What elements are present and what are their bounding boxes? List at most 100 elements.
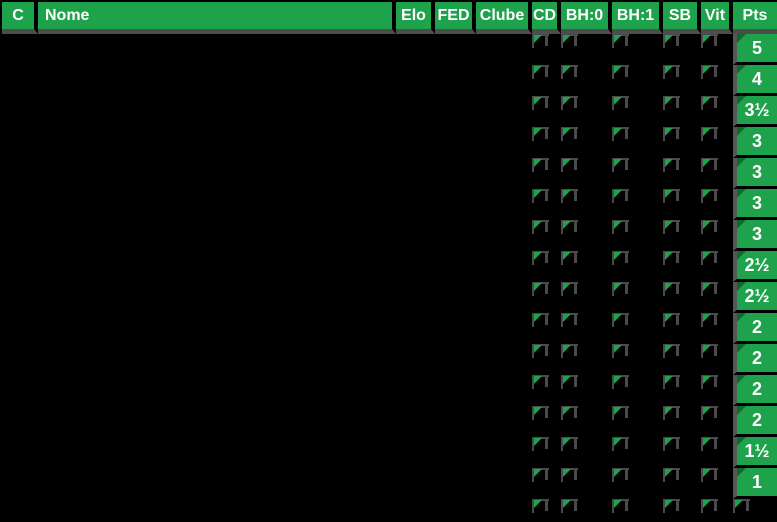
cell-sb-row11[interactable] xyxy=(663,344,701,375)
cell-elo-row6[interactable] xyxy=(396,189,435,220)
cell-cd-row6[interactable] xyxy=(532,189,561,220)
cell-bh1-row9[interactable] xyxy=(612,282,663,313)
col-header-elo[interactable]: Elo xyxy=(396,2,435,34)
cell-nome-row13[interactable] xyxy=(38,406,396,437)
pts-cell-row1[interactable]: 5 xyxy=(733,34,777,65)
cell-elo-row9[interactable] xyxy=(396,282,435,313)
cell-elo-row5[interactable] xyxy=(396,158,435,189)
cell-vit-row5[interactable] xyxy=(701,158,733,189)
cell-bh0-row9[interactable] xyxy=(561,282,612,313)
cell-elo-row16[interactable] xyxy=(396,499,435,522)
cell-c-row1[interactable] xyxy=(2,34,38,65)
cell-nome-row4[interactable] xyxy=(38,127,396,158)
cell-vit-row15[interactable] xyxy=(701,468,733,499)
cell-bh0-row3[interactable] xyxy=(561,96,612,127)
cell-cd-row12[interactable] xyxy=(532,375,561,406)
cell-clube-row10[interactable] xyxy=(476,313,532,344)
cell-cd-row7[interactable] xyxy=(532,220,561,251)
cell-clube-row4[interactable] xyxy=(476,127,532,158)
cell-elo-row4[interactable] xyxy=(396,127,435,158)
cell-cd-row1[interactable] xyxy=(532,34,561,65)
cell-vit-row7[interactable] xyxy=(701,220,733,251)
cell-bh1-row1[interactable] xyxy=(612,34,663,65)
pts-cell-row2[interactable]: 4 xyxy=(733,65,777,96)
cell-c-row7[interactable] xyxy=(2,220,38,251)
cell-fed-row8[interactable] xyxy=(435,251,476,282)
cell-bh0-row7[interactable] xyxy=(561,220,612,251)
cell-nome-row3[interactable] xyxy=(38,96,396,127)
cell-bh1-row14[interactable] xyxy=(612,437,663,468)
cell-bh0-row12[interactable] xyxy=(561,375,612,406)
cell-nome-row11[interactable] xyxy=(38,344,396,375)
col-header-fed[interactable]: FED xyxy=(435,2,476,34)
cell-bh1-row8[interactable] xyxy=(612,251,663,282)
cell-elo-row11[interactable] xyxy=(396,344,435,375)
cell-c-row8[interactable] xyxy=(2,251,38,282)
cell-sb-row1[interactable] xyxy=(663,34,701,65)
cell-vit-row12[interactable] xyxy=(701,375,733,406)
cell-sb-row7[interactable] xyxy=(663,220,701,251)
cell-c-row6[interactable] xyxy=(2,189,38,220)
pts-cell-row9[interactable]: 2½ xyxy=(733,282,777,313)
cell-clube-row3[interactable] xyxy=(476,96,532,127)
col-header-c[interactable]: C xyxy=(2,2,38,34)
cell-sb-row4[interactable] xyxy=(663,127,701,158)
col-header-bh0[interactable]: BH:0 xyxy=(561,2,612,34)
cell-cd-row4[interactable] xyxy=(532,127,561,158)
cell-elo-row13[interactable] xyxy=(396,406,435,437)
cell-clube-row7[interactable] xyxy=(476,220,532,251)
cell-fed-row4[interactable] xyxy=(435,127,476,158)
cell-clube-row11[interactable] xyxy=(476,344,532,375)
cell-bh1-row4[interactable] xyxy=(612,127,663,158)
cell-cd-row2[interactable] xyxy=(532,65,561,96)
cell-nome-row15[interactable] xyxy=(38,468,396,499)
cell-c-row4[interactable] xyxy=(2,127,38,158)
cell-bh0-row8[interactable] xyxy=(561,251,612,282)
cell-c-row10[interactable] xyxy=(2,313,38,344)
cell-cd-row5[interactable] xyxy=(532,158,561,189)
cell-vit-row2[interactable] xyxy=(701,65,733,96)
cell-fed-row2[interactable] xyxy=(435,65,476,96)
cell-nome-row14[interactable] xyxy=(38,437,396,468)
pts-cell-row13[interactable]: 2 xyxy=(733,406,777,437)
cell-bh0-row5[interactable] xyxy=(561,158,612,189)
cell-sb-row8[interactable] xyxy=(663,251,701,282)
cell-sb-row10[interactable] xyxy=(663,313,701,344)
cell-fed-row1[interactable] xyxy=(435,34,476,65)
cell-fed-row7[interactable] xyxy=(435,220,476,251)
cell-fed-row10[interactable] xyxy=(435,313,476,344)
cell-nome-row12[interactable] xyxy=(38,375,396,406)
cell-bh0-row6[interactable] xyxy=(561,189,612,220)
cell-elo-row10[interactable] xyxy=(396,313,435,344)
pts-cell-row15[interactable]: 1 xyxy=(733,468,777,499)
cell-c-row16[interactable] xyxy=(2,499,38,522)
cell-bh1-row15[interactable] xyxy=(612,468,663,499)
cell-fed-row12[interactable] xyxy=(435,375,476,406)
col-header-cd[interactable]: CD xyxy=(532,2,561,34)
cell-c-row2[interactable] xyxy=(2,65,38,96)
cell-cd-row15[interactable] xyxy=(532,468,561,499)
cell-bh1-row5[interactable] xyxy=(612,158,663,189)
cell-bh1-row6[interactable] xyxy=(612,189,663,220)
cell-nome-row2[interactable] xyxy=(38,65,396,96)
cell-c-row9[interactable] xyxy=(2,282,38,313)
cell-bh0-row14[interactable] xyxy=(561,437,612,468)
cell-nome-row5[interactable] xyxy=(38,158,396,189)
cell-elo-row12[interactable] xyxy=(396,375,435,406)
cell-bh0-row13[interactable] xyxy=(561,406,612,437)
cell-sb-row13[interactable] xyxy=(663,406,701,437)
cell-bh0-row15[interactable] xyxy=(561,468,612,499)
cell-vit-row6[interactable] xyxy=(701,189,733,220)
cell-elo-row15[interactable] xyxy=(396,468,435,499)
cell-sb-row3[interactable] xyxy=(663,96,701,127)
cell-fed-row16[interactable] xyxy=(435,499,476,522)
pts-cell-row5[interactable]: 3 xyxy=(733,158,777,189)
cell-bh0-row16[interactable] xyxy=(561,499,612,522)
cell-c-row11[interactable] xyxy=(2,344,38,375)
col-header-nome[interactable]: Nome xyxy=(38,2,396,34)
cell-cd-row11[interactable] xyxy=(532,344,561,375)
cell-vit-row13[interactable] xyxy=(701,406,733,437)
pts-cell-row14[interactable]: 1½ xyxy=(733,437,777,468)
cell-c-row3[interactable] xyxy=(2,96,38,127)
cell-elo-row2[interactable] xyxy=(396,65,435,96)
